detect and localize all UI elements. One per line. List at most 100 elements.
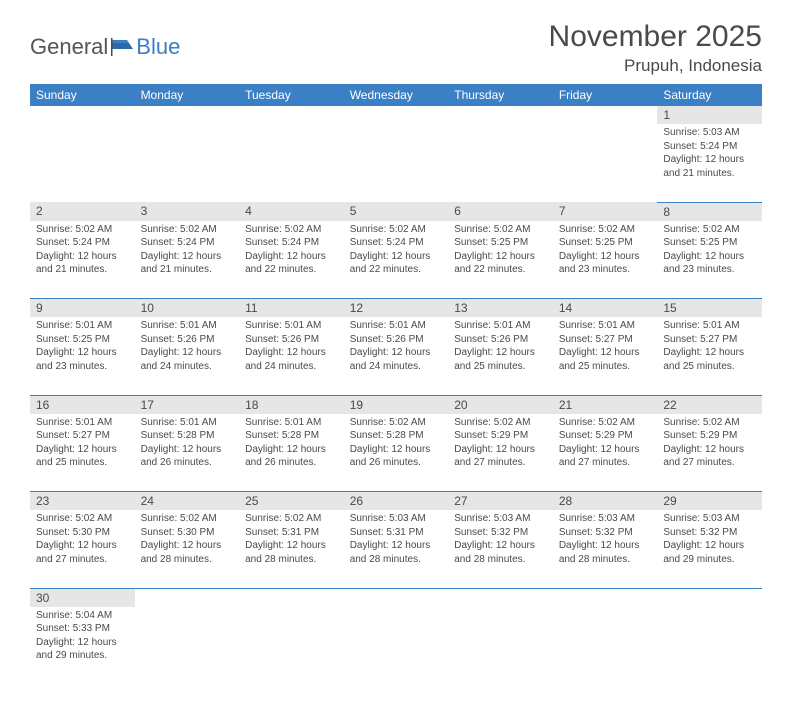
day-cell: Sunrise: 5:02 AMSunset: 5:25 PMDaylight:… <box>448 221 553 299</box>
daynum-row: 16171819202122 <box>30 395 762 414</box>
sunset-line: Sunset: 5:27 PM <box>663 333 756 347</box>
day-cell: Sunrise: 5:01 AMSunset: 5:26 PMDaylight:… <box>135 317 240 395</box>
day-details: Sunrise: 5:02 AMSunset: 5:30 PMDaylight:… <box>30 510 135 570</box>
sunset-line: Sunset: 5:28 PM <box>245 429 338 443</box>
sunset-line: Sunset: 5:27 PM <box>559 333 652 347</box>
day-number <box>239 106 344 124</box>
day-cell: Sunrise: 5:01 AMSunset: 5:27 PMDaylight:… <box>657 317 762 395</box>
day-number <box>135 106 240 124</box>
day-cell <box>239 124 344 202</box>
logo-text-blue: Blue <box>136 34 180 60</box>
sunrise-line: Sunrise: 5:03 AM <box>663 512 756 526</box>
day-cell: Sunrise: 5:03 AMSunset: 5:32 PMDaylight:… <box>448 510 553 588</box>
sunset-line: Sunset: 5:32 PM <box>454 526 547 540</box>
day-number: 14 <box>553 299 658 318</box>
sunset-line: Sunset: 5:24 PM <box>663 140 756 154</box>
day-number <box>657 588 762 607</box>
sunset-line: Sunset: 5:31 PM <box>245 526 338 540</box>
sunrise-line: Sunrise: 5:01 AM <box>141 319 234 333</box>
day-content-row: Sunrise: 5:02 AMSunset: 5:30 PMDaylight:… <box>30 510 762 588</box>
day-number: 1 <box>657 106 762 124</box>
day-cell: Sunrise: 5:02 AMSunset: 5:24 PMDaylight:… <box>30 221 135 299</box>
day-details: Sunrise: 5:02 AMSunset: 5:24 PMDaylight:… <box>344 221 449 281</box>
day-details: Sunrise: 5:01 AMSunset: 5:26 PMDaylight:… <box>135 317 240 377</box>
daylight-line: Daylight: 12 hours and 28 minutes. <box>245 539 338 566</box>
day-number <box>239 588 344 607</box>
day-details: Sunrise: 5:03 AMSunset: 5:31 PMDaylight:… <box>344 510 449 570</box>
day-cell: Sunrise: 5:01 AMSunset: 5:27 PMDaylight:… <box>30 414 135 492</box>
page-title: November 2025 <box>549 20 762 54</box>
header: General Blue November 2025 Prupuh, Indon… <box>30 20 762 76</box>
weekday-header: Monday <box>135 84 240 106</box>
sunrise-line: Sunrise: 5:03 AM <box>350 512 443 526</box>
sunset-line: Sunset: 5:24 PM <box>36 236 129 250</box>
sunrise-line: Sunrise: 5:01 AM <box>245 416 338 430</box>
day-details: Sunrise: 5:03 AMSunset: 5:32 PMDaylight:… <box>657 510 762 570</box>
day-details: Sunrise: 5:02 AMSunset: 5:29 PMDaylight:… <box>657 414 762 474</box>
sunrise-line: Sunrise: 5:01 AM <box>36 319 129 333</box>
day-number: 27 <box>448 492 553 511</box>
day-cell: Sunrise: 5:01 AMSunset: 5:26 PMDaylight:… <box>239 317 344 395</box>
daylight-line: Daylight: 12 hours and 28 minutes. <box>350 539 443 566</box>
sunrise-line: Sunrise: 5:03 AM <box>454 512 547 526</box>
day-cell <box>344 124 449 202</box>
day-number: 5 <box>344 202 449 221</box>
daylight-line: Daylight: 12 hours and 28 minutes. <box>141 539 234 566</box>
day-cell <box>448 607 553 685</box>
weekday-header: Thursday <box>448 84 553 106</box>
day-details: Sunrise: 5:02 AMSunset: 5:30 PMDaylight:… <box>135 510 240 570</box>
sunrise-line: Sunrise: 5:01 AM <box>245 319 338 333</box>
sunset-line: Sunset: 5:25 PM <box>454 236 547 250</box>
day-details: Sunrise: 5:04 AMSunset: 5:33 PMDaylight:… <box>30 607 135 667</box>
day-number: 30 <box>30 588 135 607</box>
day-number: 18 <box>239 395 344 414</box>
day-number: 12 <box>344 299 449 318</box>
daylight-line: Daylight: 12 hours and 21 minutes. <box>663 153 756 180</box>
day-details: Sunrise: 5:02 AMSunset: 5:24 PMDaylight:… <box>30 221 135 281</box>
sunset-line: Sunset: 5:29 PM <box>559 429 652 443</box>
daynum-row: 30 <box>30 588 762 607</box>
day-number: 26 <box>344 492 449 511</box>
sunset-line: Sunset: 5:25 PM <box>663 236 756 250</box>
day-details: Sunrise: 5:02 AMSunset: 5:25 PMDaylight:… <box>448 221 553 281</box>
day-number: 4 <box>239 202 344 221</box>
flag-icon <box>111 38 133 56</box>
day-cell: Sunrise: 5:03 AMSunset: 5:32 PMDaylight:… <box>657 510 762 588</box>
daylight-line: Daylight: 12 hours and 25 minutes. <box>36 443 129 470</box>
sunset-line: Sunset: 5:26 PM <box>454 333 547 347</box>
day-cell <box>239 607 344 685</box>
sunrise-line: Sunrise: 5:04 AM <box>36 609 129 623</box>
sunrise-line: Sunrise: 5:01 AM <box>36 416 129 430</box>
sunset-line: Sunset: 5:26 PM <box>141 333 234 347</box>
day-cell: Sunrise: 5:02 AMSunset: 5:29 PMDaylight:… <box>657 414 762 492</box>
day-details: Sunrise: 5:02 AMSunset: 5:28 PMDaylight:… <box>344 414 449 474</box>
day-number <box>553 588 658 607</box>
day-cell: Sunrise: 5:01 AMSunset: 5:25 PMDaylight:… <box>30 317 135 395</box>
day-number <box>344 588 449 607</box>
day-number: 9 <box>30 299 135 318</box>
daylight-line: Daylight: 12 hours and 28 minutes. <box>559 539 652 566</box>
day-cell: Sunrise: 5:04 AMSunset: 5:33 PMDaylight:… <box>30 607 135 685</box>
day-cell: Sunrise: 5:03 AMSunset: 5:31 PMDaylight:… <box>344 510 449 588</box>
daylight-line: Daylight: 12 hours and 24 minutes. <box>141 346 234 373</box>
logo-text-general: General <box>30 34 108 60</box>
sunset-line: Sunset: 5:32 PM <box>559 526 652 540</box>
day-details: Sunrise: 5:02 AMSunset: 5:24 PMDaylight:… <box>135 221 240 281</box>
day-details: Sunrise: 5:02 AMSunset: 5:24 PMDaylight:… <box>239 221 344 281</box>
day-details: Sunrise: 5:01 AMSunset: 5:27 PMDaylight:… <box>30 414 135 474</box>
weekday-header: Wednesday <box>344 84 449 106</box>
sunset-line: Sunset: 5:25 PM <box>36 333 129 347</box>
sunrise-line: Sunrise: 5:02 AM <box>141 512 234 526</box>
sunrise-line: Sunrise: 5:01 AM <box>559 319 652 333</box>
sunrise-line: Sunrise: 5:02 AM <box>245 223 338 237</box>
day-number: 6 <box>448 202 553 221</box>
daylight-line: Daylight: 12 hours and 21 minutes. <box>36 250 129 277</box>
day-cell <box>135 124 240 202</box>
sunrise-line: Sunrise: 5:02 AM <box>454 223 547 237</box>
daylight-line: Daylight: 12 hours and 26 minutes. <box>245 443 338 470</box>
day-cell: Sunrise: 5:02 AMSunset: 5:24 PMDaylight:… <box>135 221 240 299</box>
weekday-header: Tuesday <box>239 84 344 106</box>
day-details: Sunrise: 5:01 AMSunset: 5:28 PMDaylight:… <box>135 414 240 474</box>
sunset-line: Sunset: 5:25 PM <box>559 236 652 250</box>
day-number <box>344 106 449 124</box>
